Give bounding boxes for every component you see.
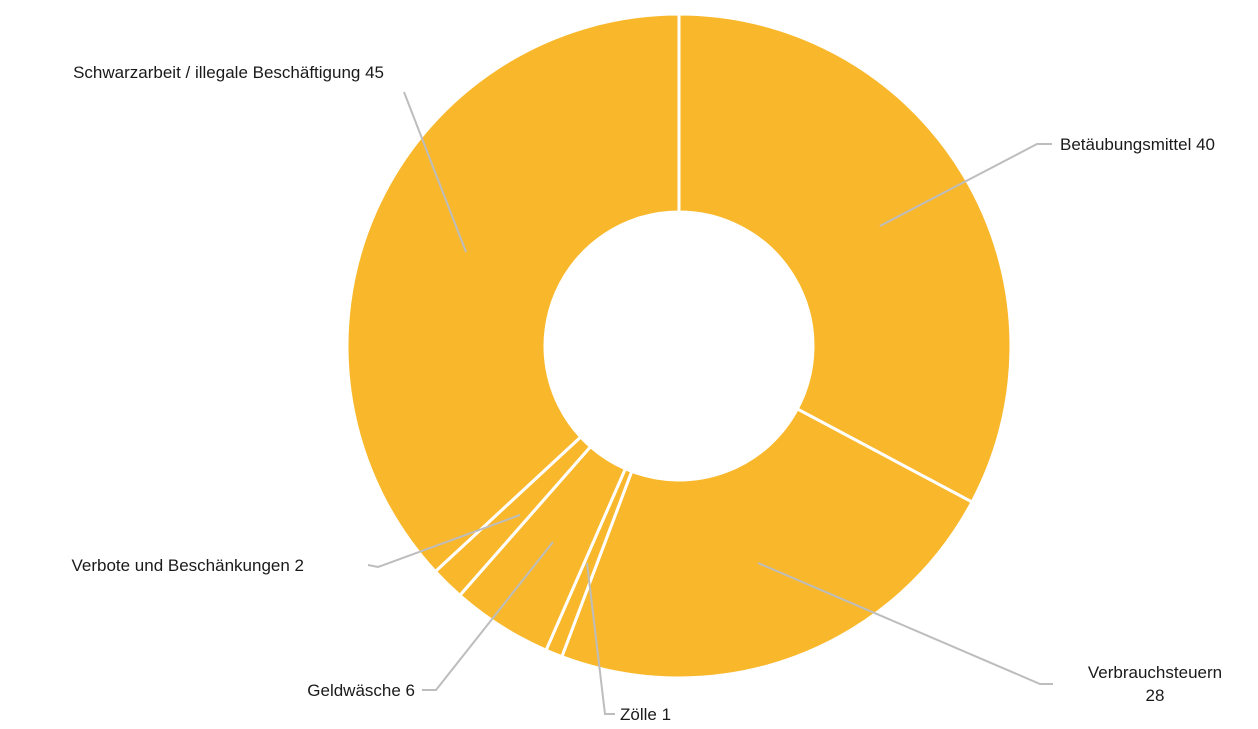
- slice-schwarzarbeit-illegale-beschäftigung: [345, 12, 681, 574]
- data-label-schwarzarbeit-illegale-beschäftigung: Schwarzarbeit / illegale Beschäftigung 4…: [73, 63, 384, 82]
- leader-line-zölle: [586, 562, 615, 715]
- data-label-verbote-und-beschänkungen: Verbote und Beschänkungen 2: [71, 556, 304, 575]
- slice-betäubungsmittel: [677, 12, 1013, 504]
- data-label-geldwäsche: Geldwäsche 6: [307, 681, 415, 700]
- leader-line-betäubungsmittel: [879, 143, 1052, 227]
- slices-group: [345, 12, 1013, 680]
- data-label-verbrauchsteuern: Verbrauchsteuern 28: [1088, 663, 1222, 705]
- data-label-zölle: Zölle 1: [620, 705, 671, 724]
- leader-line-schwarzarbeit-illegale-beschäftigung: [403, 91, 467, 253]
- labels-group: Betäubungsmittel 40 Verbrauchsteuern 28 Zöl…: [71, 63, 1222, 724]
- leader-line-geldwäsche: [422, 541, 554, 691]
- leader-lines-group: [367, 91, 1053, 715]
- leader-line-verbote-und-beschänkungen: [367, 514, 521, 569]
- leader-line-verbrauchsteuern: [757, 562, 1053, 685]
- data-label-betäubungsmittel: Betäubungsmittel 40: [1060, 135, 1215, 154]
